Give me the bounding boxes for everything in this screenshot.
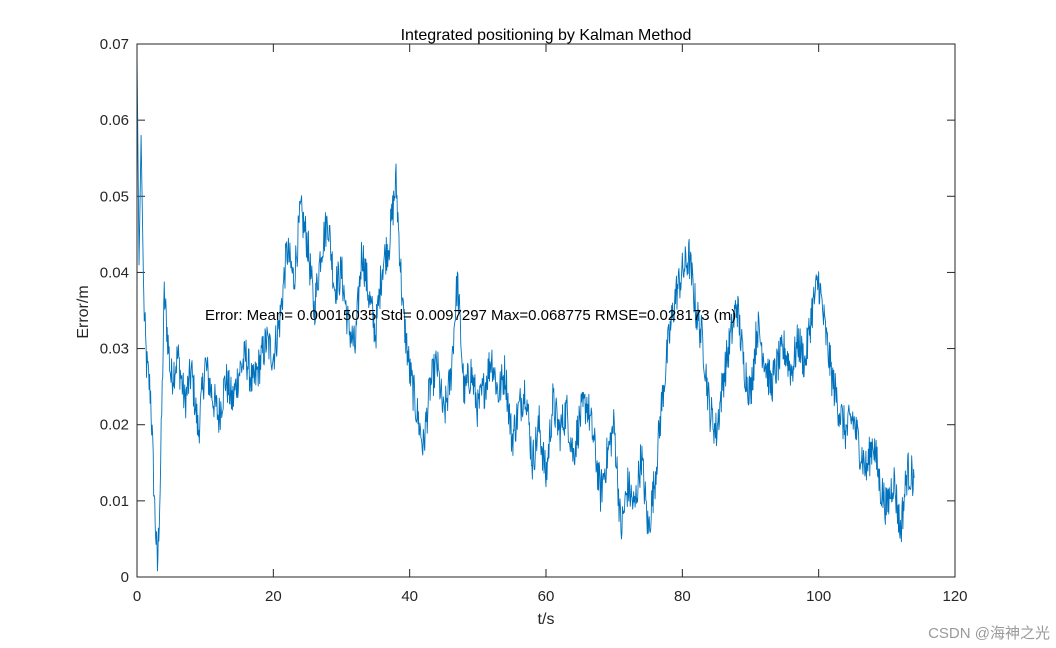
y-tick-label: 0.07 [100,36,129,53]
x-axis-label: t/s [538,611,555,628]
tick-labels: 0 20 40 60 80 100 120 0 0.01 0.02 0.03 0.04 0.05 0.06… [100,36,968,605]
series-layer [136,53,915,572]
y-tick-label: 0.01 [100,493,129,510]
y-tick-label: 0.02 [100,417,129,434]
axes-box [136,43,956,578]
plot-area [137,44,955,577]
watermark: CSDN @海神之光 [928,625,1050,642]
x-tick-label: 100 [806,588,831,605]
x-tick-label: 120 [942,588,967,605]
y-tick-label: 0.05 [100,188,129,205]
y-tick-label: 0 [121,569,129,586]
series-line-error [136,53,915,572]
chart-title: Integrated positioning by Kalman Method [401,27,692,44]
x-tick-label: 20 [265,588,282,605]
y-tick-label: 0.06 [100,112,129,129]
y-tick-label: 0.03 [100,341,129,358]
y-tick-label: 0.04 [100,264,129,281]
x-tick-label: 60 [538,588,555,605]
y-axis-label: Error/m [75,285,92,338]
error-stats-annotation: Error: Mean= 0.00015035 Std= 0.0097297 M… [205,307,736,324]
x-tick-label: 40 [401,588,418,605]
x-tick-label: 0 [133,588,141,605]
x-tick-label: 80 [674,588,691,605]
